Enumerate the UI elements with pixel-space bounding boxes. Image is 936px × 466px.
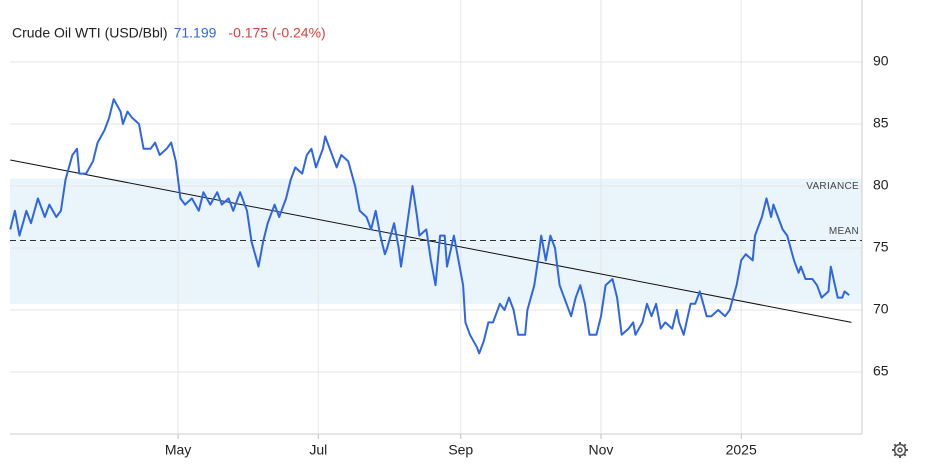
x-tick-label: 2025 <box>726 442 757 458</box>
gear-ring <box>893 443 907 457</box>
last-value: 71.199 <box>174 25 217 41</box>
x-tick-label: Sep <box>448 442 473 458</box>
x-tick-label: Jul <box>309 442 327 458</box>
trend-line <box>10 159 852 323</box>
variance-label: VARIANCE <box>806 181 859 192</box>
y-tick-label: 75 <box>873 239 889 255</box>
y-tick-label: 90 <box>873 53 889 69</box>
gear-hub <box>897 447 903 453</box>
change: -0.175 (-0.24%) <box>228 25 325 41</box>
settings-icon[interactable] <box>892 442 908 458</box>
x-tick-label: May <box>165 442 191 458</box>
gear-teeth <box>892 442 908 458</box>
price-line <box>9 98 850 355</box>
series-name: Crude Oil WTI (USD/Bbl) <box>12 25 168 41</box>
y-tick-label: 65 <box>873 363 889 379</box>
y-tick-label: 85 <box>873 115 889 131</box>
mean-label: MEAN <box>829 226 859 237</box>
y-tick-label: 70 <box>873 301 889 317</box>
x-tick-label: Nov <box>589 442 614 458</box>
plot-area: 65 70 75 80 85 90 May Jul Sep Nov 2025 MEAN VARIANCE <box>9 0 889 458</box>
y-tick-label: 80 <box>873 177 889 193</box>
